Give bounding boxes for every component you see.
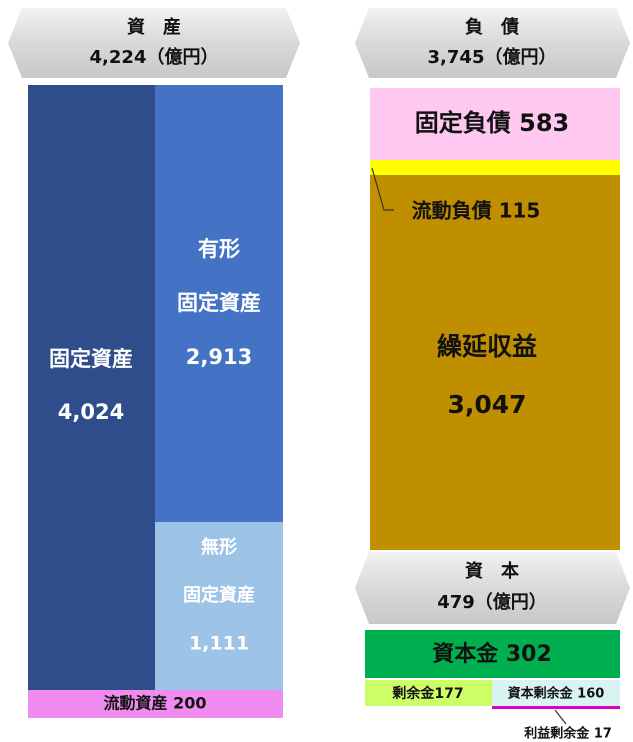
intangible-line1: 無形 — [201, 536, 237, 558]
tangible-value: 2,913 — [186, 345, 252, 369]
current-liabilities-label: 流動負債 115 — [412, 199, 541, 223]
intangible-line2: 固定資産 — [183, 584, 255, 606]
fixed-assets — [28, 85, 155, 690]
fixed-assets-label: 固定資産 — [49, 347, 133, 371]
equity-total: 479（億円） — [437, 591, 547, 613]
intangible-assets — [155, 522, 283, 690]
retained-pointer — [554, 709, 567, 725]
equity-header — [355, 552, 630, 624]
current-liabilities — [370, 160, 620, 175]
deferred-revenue — [370, 175, 620, 550]
current-liabilities-pointer — [371, 167, 394, 211]
retained-earnings — [492, 706, 620, 709]
deferred-label: 繰延収益 — [437, 332, 537, 361]
tangible-line2: 固定資産 — [177, 291, 261, 315]
assets-header — [8, 8, 300, 78]
surplus-label: 剰余金177 — [391, 685, 463, 702]
assets-title: 資 産 — [127, 16, 181, 38]
fixed-assets-value: 4,024 — [58, 400, 124, 424]
intangible-value: 1,111 — [189, 633, 249, 655]
tangible-assets — [155, 85, 283, 522]
capital-label: 資本金 302 — [432, 641, 552, 667]
fixed-liabilities — [370, 88, 620, 160]
liabilities-header — [355, 8, 630, 78]
retained-label: 利益剰余金 17 — [524, 726, 612, 742]
current-assets — [28, 690, 283, 718]
capital-surplus-label: 資本剰余金 160 — [508, 686, 605, 702]
liabilities-total: 3,745（億円） — [428, 46, 557, 68]
liabilities-title: 負 債 — [465, 16, 519, 38]
capital-surplus — [492, 680, 620, 706]
surplus — [365, 680, 492, 706]
tangible-line1: 有形 — [198, 237, 240, 261]
equity-title: 資 本 — [465, 560, 519, 582]
current-assets-label: 流動資産 200 — [104, 694, 207, 713]
deferred-value: 3,047 — [447, 390, 526, 419]
assets-total: 4,224（億円） — [90, 46, 219, 68]
fixed-liabilities-label: 固定負債 583 — [415, 109, 569, 137]
capital — [365, 630, 620, 678]
